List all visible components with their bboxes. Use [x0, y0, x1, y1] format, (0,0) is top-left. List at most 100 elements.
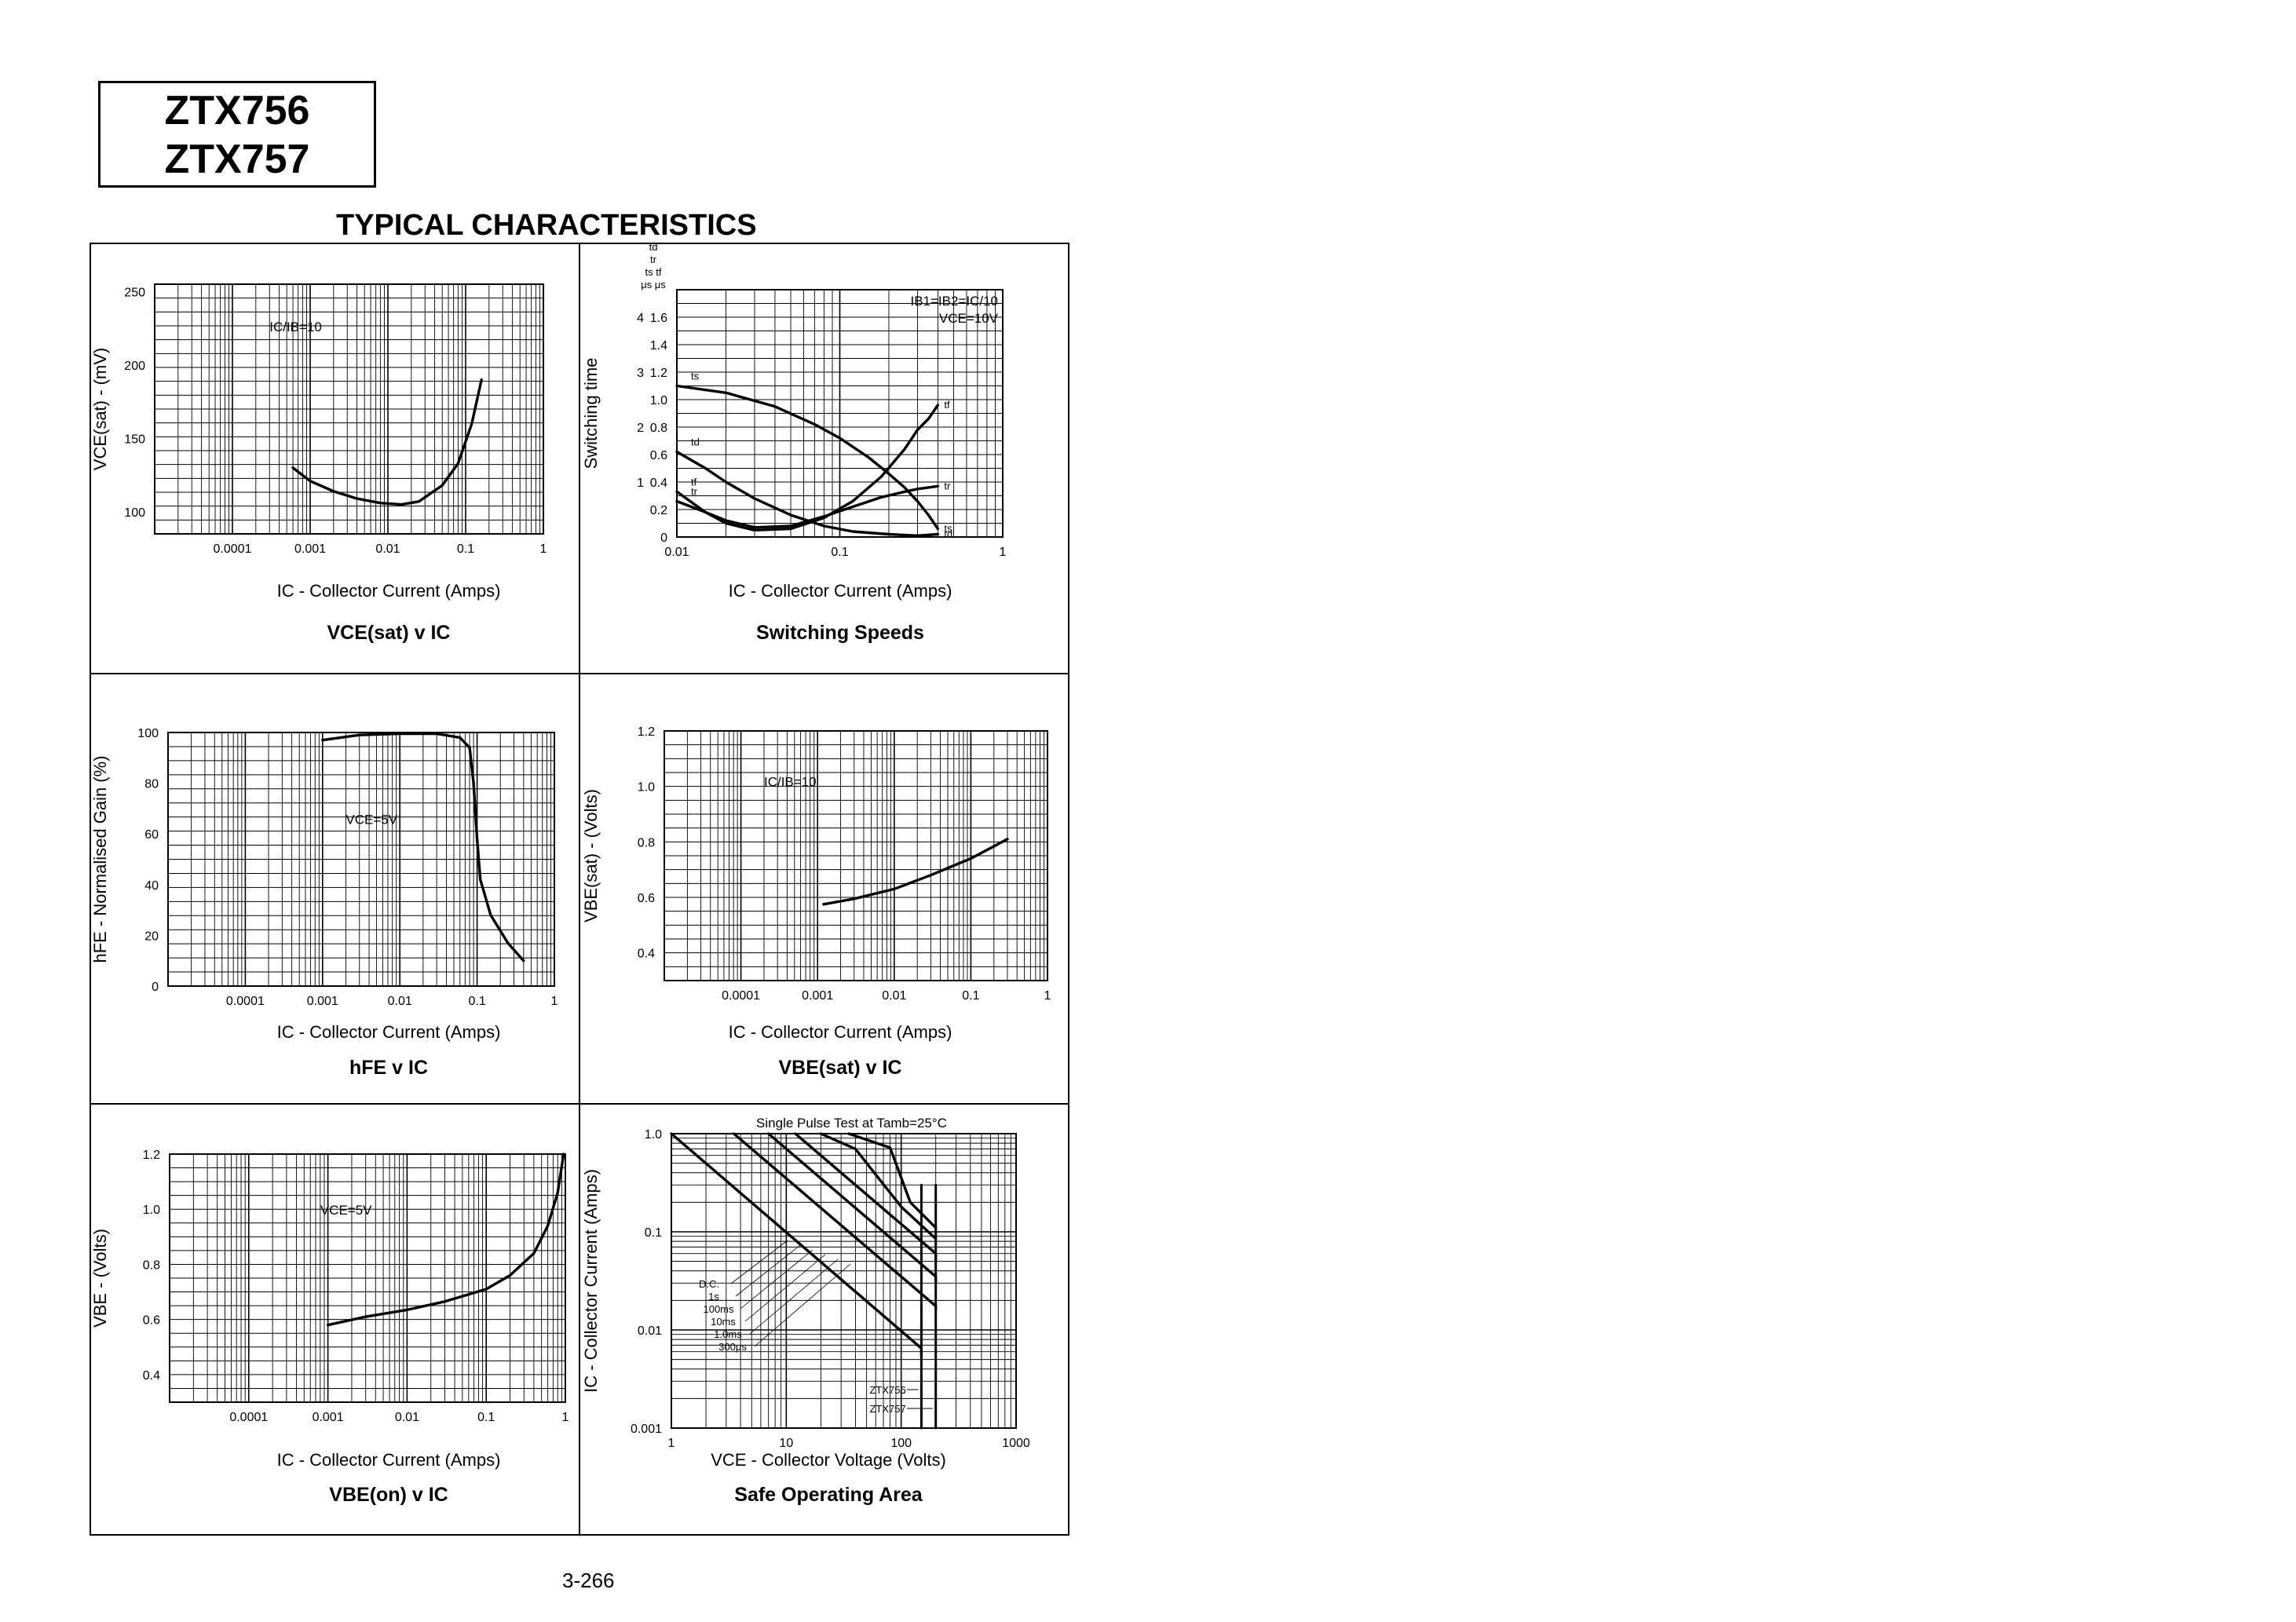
y-tick-label: 0.8 [650, 422, 667, 435]
chart-vbeon: 0.0001 0.001 0.01 0.1 1 0.4 0.6 0.8 1.0 1.2 IC - C… [90, 1149, 569, 1506]
grid-lines [664, 731, 1047, 981]
chart-caption: Switching Speeds [756, 622, 924, 644]
x-tick-label: 0.01 [882, 989, 906, 1003]
plot-border [664, 730, 1048, 981]
y-tick-label: 1.0 [645, 1128, 662, 1142]
series-line-0 [291, 378, 483, 506]
y-tick-label: 0.8 [638, 836, 655, 849]
chart-vbesat: 0.0001 0.001 0.01 0.1 1 0.4 0.6 0.8 1.0 1.2 IC - C… [581, 725, 1051, 1079]
soa-leader-line [740, 1249, 813, 1310]
y-unit-header: tr [650, 254, 657, 265]
series-line-3 [794, 1132, 938, 1263]
y-tick-label: 200 [124, 360, 145, 373]
series-end-label: tr [944, 480, 951, 491]
series-end-label: ts [944, 523, 952, 535]
y2-tick-label: 4 [637, 312, 644, 325]
y-tick-label: 1.6 [650, 312, 667, 325]
chart-annotation: VCE=5V [320, 1203, 372, 1218]
chart-hfe: 0.0001 0.001 0.01 0.1 1 0 20 40 60 80 100 IC - Coll… [90, 727, 558, 1079]
y-axis-label: IC - Collector Current (Amps) [581, 1169, 601, 1393]
y-tick-label: 100 [137, 727, 159, 740]
soa-leader-line [744, 1254, 826, 1322]
plot-border [167, 732, 555, 987]
x-tick-label: 0.1 [477, 1411, 495, 1424]
chart-caption: Safe Operating Area [734, 1484, 923, 1506]
x-tick-label: 0.0001 [229, 1411, 268, 1424]
series-line-0 [670, 1132, 923, 1357]
y-tick-label: 0.4 [650, 477, 667, 490]
legend-entry: IB1=IB2=IC/10 [910, 294, 998, 309]
soa-leader-line [735, 1244, 801, 1297]
y-unit-header: td [649, 241, 658, 253]
chart-annotation: VCE=5V [345, 812, 397, 827]
x-tick-label: 0.001 [313, 1411, 344, 1424]
x-axis-label: IC - Collector Current (Amps) [277, 1450, 501, 1470]
y-tick-label: 0.001 [631, 1423, 662, 1436]
x-tick-label: 1 [1000, 546, 1007, 559]
y2-tick-label: 1 [637, 477, 644, 490]
plot-border [154, 283, 544, 535]
y-tick-label: 100 [124, 506, 145, 520]
series-label: tr [691, 486, 698, 498]
y-tick-label: 0.1 [645, 1226, 662, 1240]
x-tick-label: 100 [890, 1437, 912, 1450]
y-tick-label: 0.6 [650, 449, 667, 462]
y-axis-label: VBE(sat) - (Volts) [581, 789, 601, 922]
chart-annotation: IC/IB=10 [269, 320, 322, 334]
series-label: tf [691, 476, 697, 488]
y-tick-label: 1.0 [650, 394, 667, 407]
x-axis-label: IC - Collector Current (Amps) [277, 581, 501, 601]
chart-caption: VBE(sat) v IC [779, 1057, 902, 1079]
x-axis-label: IC - Collector Current (Amps) [729, 581, 952, 601]
x-axis-label: IC - Collector Current (Amps) [277, 1022, 501, 1042]
y-tick-label: 150 [124, 433, 145, 446]
x-tick-label: 1 [668, 1437, 675, 1450]
y-unit-header: ts tf [645, 266, 662, 278]
chart-safe-operating-area: 1 10 100 1000 0.001 0.01 0.1 1.0 VCE - Collector… [581, 1116, 1030, 1506]
series-line-0 [326, 1153, 565, 1327]
y-tick-label: 0 [152, 981, 159, 994]
soa-curve-label: 1.0ms [714, 1328, 742, 1340]
chart-vcesat: 0.0001 0.001 0.01 0.1 1 100 150 200 250 IC - Coll… [90, 283, 547, 644]
x-tick-label: 0.01 [375, 542, 400, 556]
y-tick-label: 0 [660, 532, 667, 545]
x-tick-label: 0.001 [802, 989, 833, 1003]
series-line-2 [675, 404, 940, 532]
soa-leader-line [749, 1259, 839, 1335]
chart-caption: VCE(sat) v IC [327, 622, 451, 644]
series-line-0 [321, 732, 525, 963]
soa-curve-label: 10ms [711, 1316, 736, 1328]
x-tick-label: 0.0001 [226, 995, 265, 1008]
x-tick-label: 10 [779, 1437, 793, 1450]
y-tick-label: 0.6 [143, 1314, 160, 1328]
part-number-1: ZTX756 [164, 88, 310, 133]
y-axis-label: Switching time [581, 358, 601, 469]
x-tick-label: 1 [562, 1411, 569, 1424]
y-tick-label: 40 [144, 879, 159, 893]
series-line-0 [822, 838, 1009, 906]
y-axis-label: VBE - (Volts) [90, 1229, 110, 1328]
soa-curve-label: 100ms [703, 1303, 734, 1315]
grid-lines [167, 732, 554, 986]
y-tick-label: 20 [144, 930, 159, 943]
soa-leader-line [754, 1263, 851, 1347]
x-tick-label: 0.001 [294, 542, 326, 556]
soa-curve-label: 300μs [718, 1341, 747, 1353]
x-tick-label: 0.1 [831, 546, 848, 559]
x-tick-label: 0.01 [388, 995, 412, 1008]
panel-grid-frame [90, 243, 1069, 1536]
soa-curve-label: D.C. [699, 1278, 719, 1290]
series-line-3 [675, 484, 940, 529]
series-line-2 [767, 1132, 938, 1284]
legend-entry: VCE=10V [939, 311, 999, 326]
y2-tick-label: 3 [637, 367, 644, 380]
soa-curve-label: 1s [708, 1291, 719, 1302]
y-tick-label: 0.6 [638, 892, 655, 905]
plot-border [676, 289, 1004, 538]
series-label: td [691, 437, 700, 448]
x-axis-label: VCE - Collector Voltage (Volts) [711, 1450, 946, 1470]
x-tick-label: 1 [540, 542, 547, 556]
grid-lines [676, 290, 1003, 537]
page-number: 3-266 [562, 1569, 615, 1592]
section-heading: TYPICAL CHARACTERISTICS [336, 209, 757, 242]
